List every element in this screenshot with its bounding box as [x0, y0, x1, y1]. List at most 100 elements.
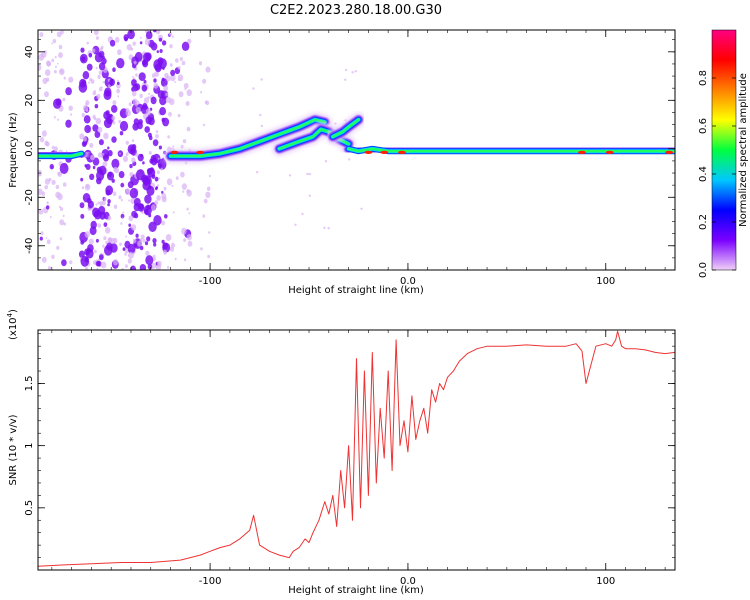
spectrogram-noise-blob	[165, 234, 172, 241]
spectrogram-noise-blob	[186, 126, 191, 132]
spectrogram-noise-blob	[107, 84, 111, 88]
spectrogram-traces-layer	[38, 112, 675, 164]
spectrogram-noise-blob	[57, 62, 59, 65]
spectrogram-noise-blob	[62, 97, 66, 102]
colorbar-tick-label: 0.8	[698, 70, 709, 86]
spectrogram-ticks: -100 0.0 100 -40 -20 0.0 20 40	[24, 30, 675, 287]
spectrogram-noise-blob	[156, 170, 160, 175]
spectrogram-noise-blob	[116, 58, 125, 69]
spectrogram-noise-blob	[98, 70, 103, 75]
spectrogram-noise-blob	[124, 37, 128, 42]
spectrogram-noise-blob	[107, 215, 112, 221]
snr-multiplier-label: (x104)	[6, 309, 19, 340]
spectrogram-noise-blob	[109, 78, 115, 86]
spectrogram-noise-blob	[153, 78, 157, 83]
spectrogram-noise-blob	[97, 126, 103, 133]
spectrogram-noise-blob	[94, 218, 97, 221]
spectrogram-noise-blob	[153, 242, 157, 247]
spectrogram-noise-blob	[153, 82, 159, 89]
spectrogram-noise-blob	[143, 79, 147, 84]
spectrogram-noise-blob	[181, 41, 190, 51]
spectrogram-noise-blob	[188, 212, 191, 215]
spectrogram-noise-blob	[92, 165, 96, 170]
spectrogram-noise-blob	[92, 90, 97, 96]
spectrogram-noise-blob	[142, 238, 146, 243]
spectrogram-noise-blob	[182, 139, 187, 144]
spectrogram-noise-blob	[131, 157, 136, 163]
spectrogram-noise-blob	[69, 260, 73, 265]
spectrogram-noise-blob	[165, 92, 169, 97]
spectrogram-noise-blob	[205, 66, 211, 73]
spectrogram-noise-blob	[90, 79, 95, 84]
snr-series-layer	[38, 330, 675, 567]
spectrogram-noise-blob	[82, 139, 88, 146]
spectrogram-noise-blob	[169, 44, 173, 49]
spectrogram-noise-blob	[107, 146, 110, 150]
spectrogram-noise-blob	[80, 177, 84, 182]
spectrogram-x-tick-label: -100	[199, 276, 222, 287]
colorbar: 0.0 0.2 0.4 0.6 0.8 Normalized spectral ampl…	[698, 29, 749, 278]
spectrogram-noise-blob	[117, 79, 119, 83]
spectrogram-noise-blob	[38, 64, 42, 71]
spectrogram-noise-blob	[152, 139, 159, 147]
spectrogram-y-tick-label: -40	[24, 238, 35, 254]
spectrogram-noise-blob	[133, 118, 140, 125]
spectrogram-noise-dot	[324, 160, 328, 163]
spectrogram-noise-blob	[131, 224, 137, 231]
spectrogram-noise-blob	[157, 157, 160, 160]
spectrogram-noise-blob	[116, 88, 120, 94]
spectrogram-noise-blob	[186, 234, 192, 241]
spectrogram-noise-blob	[184, 258, 187, 262]
spectrogram-noise-blob	[122, 247, 126, 251]
spectrogram-noise-blob	[45, 77, 50, 82]
snr-x-tick-label: 100	[596, 576, 615, 587]
spectrogram-noise-blob	[103, 222, 108, 228]
spectrogram-noise-blob	[55, 191, 61, 199]
spectrogram-noise-blob	[59, 207, 64, 211]
spectrogram-noise-blob	[59, 163, 69, 174]
spectrogram-noise-blob	[134, 213, 139, 219]
spectrogram-noise-blob	[100, 261, 107, 269]
spectrogram-noise-blob	[117, 81, 120, 85]
spectrogram-x-tick-label: 0.0	[400, 276, 416, 287]
spectrogram-noise-blob	[180, 171, 185, 178]
spectrogram-noise-blob	[105, 240, 108, 244]
spectrogram-noise-blob	[57, 118, 60, 122]
spectrogram-trace-4	[331, 118, 360, 138]
spectrogram-noise-blob	[148, 92, 151, 95]
spectrogram-noise-blob	[135, 152, 139, 157]
spectrogram-noise-blob	[167, 265, 170, 269]
spectrogram-noise-blob	[111, 158, 120, 169]
spectrogram-noise-dot	[344, 78, 347, 82]
spectrogram-noise-blob	[119, 242, 122, 246]
spectrogram-noise-blob	[92, 157, 100, 166]
spectrogram-noise-blob	[79, 202, 85, 209]
spectrogram-noise-blob	[155, 130, 159, 134]
spectrogram-noise-blob	[120, 198, 123, 202]
spectrogram-noise-blob	[145, 108, 152, 116]
spectrogram-noise-blob	[46, 201, 49, 205]
spectrogram-noise-blob	[106, 171, 115, 181]
spectrogram-noise-blob	[166, 178, 173, 186]
snr-y-tick-label: 1.5	[24, 376, 35, 392]
spectrogram-noise-blob	[102, 244, 105, 248]
spectrogram-noise-blob	[132, 98, 138, 105]
spectrogram-noise-blob	[172, 211, 175, 214]
spectrogram-noise-blob	[150, 157, 158, 166]
spectrogram-noise-blob	[145, 31, 153, 40]
spectrogram-noise-blob	[45, 141, 50, 147]
spectrogram-noise-blob	[96, 177, 102, 185]
spectrogram-noise-blob	[92, 260, 97, 265]
spectrogram-noise-blob	[168, 111, 172, 117]
snr-x-tick-label: 0.0	[400, 576, 416, 587]
spectrogram-noise-blob	[161, 40, 167, 46]
spectrogram-noise-blob	[62, 214, 65, 218]
spectrogram-noise-blob	[86, 63, 93, 71]
spectrogram-noise-blob	[97, 74, 101, 79]
spectrogram-noise-blob	[135, 106, 141, 113]
spectrogram-noise-blob	[44, 91, 49, 98]
spectrogram-noise-blob	[130, 265, 136, 270]
spectrogram-noise-blob	[54, 69, 57, 74]
spectrogram-noise-blob	[156, 50, 159, 54]
spectrogram-noise-blob	[112, 120, 116, 125]
